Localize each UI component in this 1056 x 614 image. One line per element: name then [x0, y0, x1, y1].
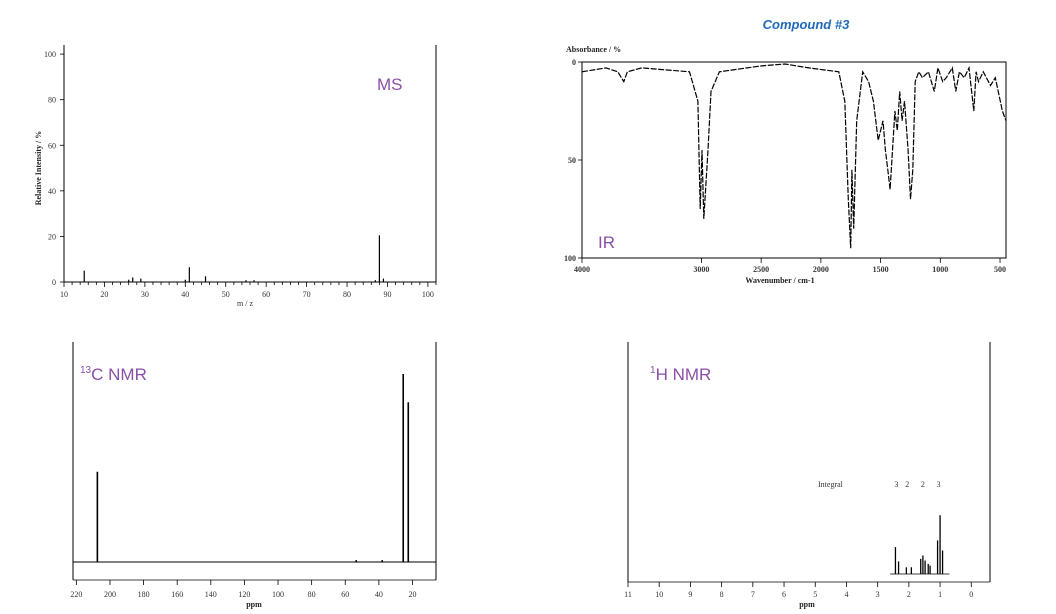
c13-x-tick-label: 60: [341, 590, 349, 599]
h1-label: 1H NMR: [650, 365, 711, 384]
compound-title: Compound #3: [763, 17, 850, 32]
ms-x-tick-label: 90: [383, 290, 391, 299]
ms-xlabel: m / z: [237, 299, 253, 308]
ir-spectrum-line: [581, 63, 1007, 249]
h1-x-tick-label: 6: [782, 590, 786, 599]
h1-integral-value: 2: [921, 480, 925, 489]
ir-label: IR: [598, 233, 615, 252]
ir-x-tick-label: 3000: [693, 265, 709, 274]
h1-integral-label: Integral: [818, 480, 844, 489]
ms-x-tick-label: 50: [222, 290, 230, 299]
c13-x-tick-label: 100: [272, 590, 284, 599]
c13-x-tick-label: 220: [70, 590, 82, 599]
ir-x-tick-label: 1500: [873, 265, 889, 274]
ms-label: MS: [377, 75, 403, 94]
h1-x-tick-label: 5: [813, 590, 817, 599]
c13-x-tick-label: 80: [308, 590, 316, 599]
c13-x-tick-label: 200: [104, 590, 116, 599]
c13-x-tick-label: 120: [238, 590, 250, 599]
h1-integral-value: 3: [894, 480, 898, 489]
h1-x-tick-label: 9: [688, 590, 692, 599]
ms-y-tick-label: 0: [52, 278, 56, 287]
ms-y-tick-label: 100: [44, 50, 56, 59]
ir-x-tick-label: 500: [994, 265, 1006, 274]
c13-xlabel: ppm: [246, 600, 262, 609]
h1-x-tick-label: 10: [655, 590, 663, 599]
ms-x-tick-label: 40: [181, 290, 189, 299]
ir-x-tick-label: 2500: [753, 265, 769, 274]
c13-label-rest: C NMR: [91, 365, 147, 384]
c13-panel: 13C NMR ppm 220 200 180 160 140 120 100 80 60 40 2…: [70, 342, 437, 609]
ms-panel: MS Relative Intensity / % m / z 10 20 30 40…: [34, 45, 437, 308]
h1-x-tick-label: 2: [907, 590, 911, 599]
h1-x-tick-label: 0: [969, 590, 973, 599]
ms-y-tick-label: 60: [48, 141, 56, 150]
ir-panel: IR Absorbance / % Wavenumber / cm-1 4000…: [564, 45, 1007, 285]
ms-ylabel: Relative Intensity / %: [34, 131, 43, 205]
ms-x-tick-label: 100: [422, 290, 434, 299]
ms-x-tick-label: 80: [343, 290, 351, 299]
h1-x-tick-label: 4: [844, 590, 848, 599]
ms-y-tick-label: 80: [48, 96, 56, 105]
ir-xlabel: Wavenumber / cm-1: [745, 276, 814, 285]
ir-x-tick-label: 1000: [932, 265, 948, 274]
ms-x-tick-label: 30: [141, 290, 149, 299]
ms-y-tick-label: 40: [48, 187, 56, 196]
h1-label-sup: 1: [650, 365, 656, 376]
c13-x-tick-label: 160: [171, 590, 183, 599]
ms-x-tick-label: 70: [303, 290, 311, 299]
ir-ylabel: Absorbance / %: [566, 45, 621, 54]
h1-x-tick-label: 3: [876, 590, 880, 599]
h1-panel: 1H NMR ppm Integral 11 10 9 8 7 6 5 4 3 2 1 03 2 2 3: [624, 342, 991, 609]
h1-integral-value: 2: [905, 480, 909, 489]
c13-x-tick-label: 140: [205, 590, 217, 599]
h1-integral-value: 3: [937, 480, 941, 489]
ir-x-tick-label: 2000: [813, 265, 829, 274]
ms-y-tick-label: 20: [48, 232, 56, 241]
ir-y-tick-label: 50: [568, 156, 576, 165]
c13-label: 13C NMR: [80, 365, 147, 384]
ir-x-tick-label: 4000: [574, 265, 590, 274]
ir-frame: [581, 61, 1007, 259]
h1-xlabel: ppm: [799, 600, 815, 609]
h1-x-tick-label: 7: [751, 590, 755, 599]
c13-x-tick-label: 20: [408, 590, 416, 599]
ms-x-tick-label: 20: [100, 290, 108, 299]
h1-label-rest: H NMR: [656, 365, 712, 384]
h1-x-tick-label: 8: [720, 590, 724, 599]
ms-x-tick-label: 10: [60, 290, 68, 299]
c13-label-sup: 13: [80, 365, 92, 376]
c13-x-tick-label: 180: [138, 590, 150, 599]
ir-y-tick-label: 100: [564, 254, 576, 263]
c13-x-tick-label: 40: [375, 590, 383, 599]
h1-x-tick-label: 1: [938, 590, 942, 599]
ir-y-tick-label: 0: [572, 58, 576, 67]
h1-x-tick-label: 11: [624, 590, 632, 599]
ms-x-tick-label: 60: [262, 290, 270, 299]
